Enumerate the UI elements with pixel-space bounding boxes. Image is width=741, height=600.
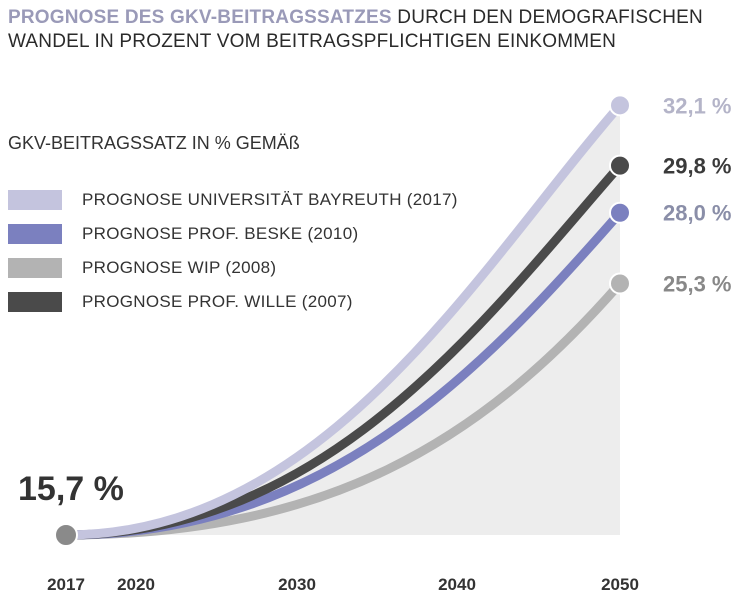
series-line — [61, 100, 625, 540]
title-highlight: PROGNOSE DES GKV-BEITRAGSSATZES — [8, 7, 392, 28]
end-label: 28,0 % — [663, 201, 732, 226]
x-tick-label: 2040 — [438, 575, 476, 594]
x-tick-label: 2020 — [117, 575, 155, 594]
legend-swatch — [8, 190, 62, 210]
end-point — [609, 154, 631, 177]
legend-label: PROGNOSE PROF. WILLE (2007) — [82, 292, 353, 311]
end-label: 32,1 % — [663, 93, 732, 118]
x-tick-label: 2050 — [601, 575, 639, 594]
x-tick-label: 2017 — [47, 575, 85, 594]
legend-swatch — [8, 258, 62, 278]
legend-label: PROGNOSE PROF. BESKE (2010) — [82, 224, 359, 243]
legend-item: PROGNOSE WIP (2008) — [8, 251, 458, 285]
legend-title: GKV-BEITRAGSSATZ IN % GEMÄß — [8, 133, 300, 153]
area-fill — [66, 105, 620, 535]
start-label: 15,7 % — [18, 470, 124, 508]
end-label: 29,8 % — [663, 154, 732, 179]
legend-label: PROGNOSE WIP (2008) — [82, 258, 277, 277]
end-point — [609, 201, 631, 224]
legend-item: PROGNOSE PROF. WILLE (2007) — [8, 285, 458, 319]
legend-swatch — [8, 224, 62, 244]
start-point — [54, 523, 78, 547]
end-label: 25,3 % — [663, 271, 732, 296]
title-rest: DURCH DEN DEMOGRAFISCHEN WANDEL IN PROZE… — [8, 7, 703, 52]
legend: PROGNOSE UNIVERSITÄT BAYREUTH (2017) PRO… — [8, 183, 458, 319]
chart-title: PROGNOSE DES GKV-BEITRAGSSATZES DURCH DE… — [8, 6, 733, 54]
end-point — [609, 94, 631, 117]
legend-item: PROGNOSE UNIVERSITÄT BAYREUTH (2017) — [8, 183, 458, 217]
legend-label: PROGNOSE UNIVERSITÄT BAYREUTH (2017) — [82, 190, 458, 209]
x-tick-label: 2030 — [278, 575, 316, 594]
legend-item: PROGNOSE PROF. BESKE (2010) — [8, 217, 458, 251]
end-point — [609, 272, 631, 295]
legend-swatch — [8, 292, 62, 312]
